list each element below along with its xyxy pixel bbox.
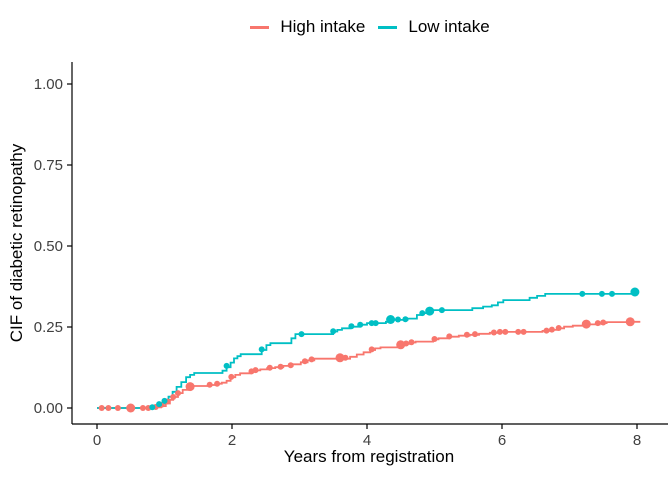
event-marker: [287, 362, 294, 369]
x-axis-title: Years from registration: [283, 447, 455, 466]
x-tick-label: 0: [93, 432, 101, 449]
event-marker: [395, 316, 401, 323]
event-marker: [175, 390, 181, 397]
event-marker: [252, 367, 259, 374]
event-marker: [598, 290, 605, 297]
event-marker: [277, 363, 284, 370]
event-marker: [335, 353, 345, 363]
event-marker: [368, 346, 375, 353]
legend-label-high-intake: High intake: [280, 17, 366, 36]
event-marker: [403, 340, 410, 347]
event-marker: [156, 401, 163, 408]
event-marker: [105, 405, 112, 411]
event-marker: [408, 339, 415, 346]
y-tick-label: 0.50: [34, 238, 63, 255]
event-marker: [581, 319, 591, 329]
event-marker: [98, 405, 105, 411]
legend-label-low-intake: Low intake: [408, 17, 490, 36]
event-marker: [206, 381, 213, 388]
event-marker: [609, 290, 615, 297]
x-axis-ticks: 0 2 4 6 8: [93, 424, 641, 449]
event-marker: [446, 333, 453, 340]
event-marker: [223, 362, 230, 369]
event-marker: [396, 340, 406, 350]
event-marker: [185, 382, 195, 392]
event-marker: [214, 380, 221, 387]
y-tick-label: 1.00: [34, 76, 63, 93]
x-tick-label: 2: [228, 432, 236, 449]
event-marker: [266, 364, 273, 371]
y-axis-ticks: 0.00 0.25 0.50 0.75 1.00: [34, 76, 72, 417]
legend-item-high-intake: High intake: [250, 16, 365, 38]
y-tick-label: 0.00: [34, 400, 63, 417]
y-tick-label: 0.75: [34, 157, 63, 174]
event-marker: [438, 307, 445, 314]
event-marker: [357, 321, 364, 328]
event-marker: [431, 336, 438, 342]
event-marker: [463, 331, 470, 338]
legend-swatch-low-intake-line: [378, 25, 398, 29]
legend-swatch-high-intake-line: [250, 25, 270, 29]
event-marker: [594, 320, 601, 327]
event-marker: [308, 356, 315, 363]
legend-item-low-intake: Low intake: [378, 16, 490, 38]
event-marker: [149, 404, 156, 411]
y-tick-label: 0.25: [34, 319, 63, 336]
event-marker: [515, 328, 522, 335]
event-marker: [161, 397, 168, 404]
event-marker: [548, 326, 555, 333]
event-marker: [472, 331, 478, 338]
event-marker: [600, 319, 607, 326]
event-marker: [502, 328, 509, 335]
event-marker: [543, 327, 550, 334]
series-low-intake-markers: [149, 287, 640, 411]
event-marker: [342, 354, 349, 361]
legend: High intake Low intake: [72, 16, 668, 38]
event-marker: [579, 290, 586, 297]
event-marker: [496, 328, 503, 335]
event-marker: [114, 405, 121, 411]
event-marker: [372, 320, 379, 327]
event-marker: [139, 405, 146, 411]
x-tick-label: 8: [633, 432, 641, 449]
axes: [71, 62, 668, 425]
event-marker: [301, 358, 308, 365]
event-marker: [490, 329, 497, 336]
event-marker: [228, 373, 235, 380]
event-marker: [425, 306, 435, 316]
y-axis-title: CIF of diabetic retinopathy: [7, 143, 26, 343]
event-marker: [402, 316, 409, 323]
event-marker: [258, 346, 265, 353]
x-tick-label: 4: [363, 432, 371, 449]
event-marker: [555, 325, 562, 331]
event-marker: [386, 315, 396, 324]
event-marker: [625, 317, 635, 327]
event-marker: [126, 403, 136, 413]
event-marker: [330, 328, 337, 335]
event-marker: [348, 323, 355, 330]
event-marker: [630, 287, 640, 297]
series-high-intake-markers: [98, 317, 635, 413]
event-marker: [170, 394, 177, 400]
event-marker: [419, 310, 426, 317]
event-marker: [298, 331, 305, 338]
x-tick-label: 6: [498, 432, 506, 449]
event-marker: [520, 328, 527, 335]
